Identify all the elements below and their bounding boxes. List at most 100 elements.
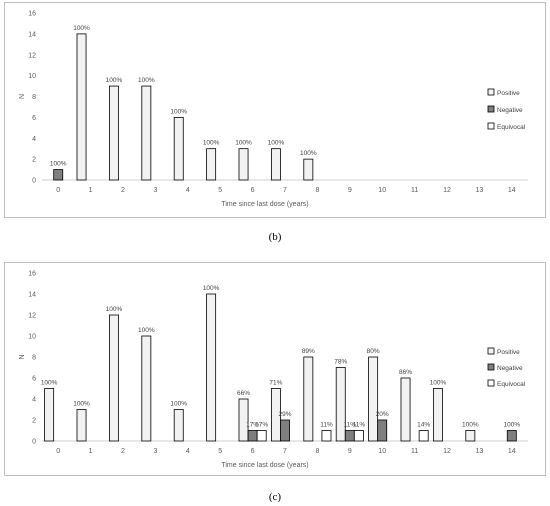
bar-equivocal (321, 430, 332, 442)
bar-positive (141, 85, 152, 181)
legend-swatch-equivocal (487, 122, 495, 130)
y-tick-label: 10 (28, 73, 36, 80)
x-tick-label: 3 (153, 448, 157, 455)
data-label: 14% (417, 422, 430, 429)
data-label: 17% (255, 422, 268, 429)
x-tick-label: 5 (218, 187, 222, 194)
legend-label-equivocal: Equivocal (497, 124, 526, 131)
y-tick-label: 4 (32, 397, 36, 404)
y-tick-label: 8 (32, 94, 36, 101)
bar-negative (344, 430, 355, 442)
bar-positive (303, 158, 314, 181)
bar-positive (270, 388, 281, 442)
bar-positive (368, 356, 379, 442)
x-tick-label: 8 (315, 187, 319, 194)
x-tick-label: 10 (378, 187, 386, 194)
x-axis-title: Time since last dose (years) (221, 201, 308, 208)
data-label: 100% (268, 140, 285, 147)
y-tick-label: 16 (28, 11, 36, 18)
bar-positive (206, 148, 217, 181)
x-tick-label: 0 (56, 187, 60, 194)
bar-negative (53, 169, 64, 181)
legend-label-positive: Positive (497, 90, 520, 97)
x-tick-label: 6 (251, 187, 255, 194)
x-tick-label: 14 (508, 448, 516, 455)
bar-positive (108, 85, 119, 181)
data-label: 100% (430, 380, 447, 387)
legend-label-negative: Negative (497, 365, 523, 372)
panel-caption-b: (b) (268, 231, 282, 243)
legend-swatch-positive (487, 88, 495, 96)
data-label: 100% (203, 285, 220, 292)
data-label: 100% (41, 380, 58, 387)
bar-positive (206, 293, 217, 442)
data-label: 100% (170, 401, 187, 408)
data-label: 29% (278, 411, 291, 418)
data-label: 89% (302, 348, 315, 355)
data-label: 17% (246, 422, 259, 429)
x-tick-label: 1 (89, 187, 93, 194)
data-label: 78% (334, 359, 347, 366)
data-label: 100% (503, 422, 520, 429)
x-tick-label: 6 (251, 448, 255, 455)
bar-positive (173, 409, 184, 442)
bar-negative (377, 419, 388, 442)
x-tick-label: 12 (443, 448, 451, 455)
y-tick-label: 14 (28, 292, 36, 299)
x-tick-label: 11 (411, 448, 418, 455)
data-label: 11% (320, 422, 333, 429)
data-label: 86% (399, 369, 412, 376)
data-label: 20% (376, 411, 389, 418)
y-tick-label: 4 (32, 136, 36, 143)
data-label: 100% (50, 161, 67, 168)
bar-negative (247, 430, 258, 442)
x-tick-label: 7 (283, 187, 287, 194)
x-tick-label: 7 (283, 448, 287, 455)
x-tick-label: 5 (218, 448, 222, 455)
x-tick-label: 4 (186, 448, 190, 455)
x-tick-label: 2 (121, 448, 125, 455)
x-tick-label: 13 (476, 448, 484, 455)
bar-equivocal (353, 430, 364, 442)
y-tick-label: 12 (28, 313, 36, 320)
data-label: 100% (203, 140, 220, 147)
bar-negative (506, 430, 517, 442)
y-tick-label: 10 (28, 334, 36, 341)
bar-positive (44, 388, 55, 442)
bar-positive (238, 148, 249, 181)
x-tick-label: 10 (378, 448, 386, 455)
data-label: 11% (344, 422, 357, 429)
y-axis-title: N (19, 94, 26, 99)
y-tick-label: 8 (32, 355, 36, 362)
x-tick-label: 13 (476, 187, 484, 194)
x-tick-label: 12 (443, 187, 451, 194)
x-tick-label: 3 (153, 187, 157, 194)
data-label: 100% (138, 327, 155, 334)
data-label: 100% (170, 108, 187, 115)
x-tick-label: 4 (186, 187, 190, 194)
legend-label-equivocal: Equivocal (497, 381, 526, 388)
bar-positive (238, 398, 249, 442)
bar-positive (76, 33, 87, 181)
bar-positive (141, 335, 152, 442)
panel-caption-c: (c) (268, 491, 282, 503)
data-label: 71% (269, 380, 282, 387)
x-tick-label: 2 (121, 187, 125, 194)
data-label: 100% (300, 150, 317, 157)
x-tick-label: 8 (315, 448, 319, 455)
y-axis-title: N (19, 354, 26, 359)
y-tick-label: 14 (28, 31, 36, 38)
bar-positive (465, 430, 476, 442)
y-tick-label: 0 (32, 439, 36, 446)
x-tick-label: 9 (348, 187, 352, 194)
data-label: 100% (462, 422, 479, 429)
legend-swatch-negative (487, 363, 495, 371)
x-tick-label: 1 (89, 448, 93, 455)
x-tick-label: 14 (508, 187, 516, 194)
y-tick-label: 0 (32, 178, 36, 185)
data-label: 100% (106, 306, 123, 313)
x-tick-label: 0 (56, 448, 60, 455)
legend-label-negative: Negative (497, 107, 523, 114)
bar-positive (270, 148, 281, 181)
